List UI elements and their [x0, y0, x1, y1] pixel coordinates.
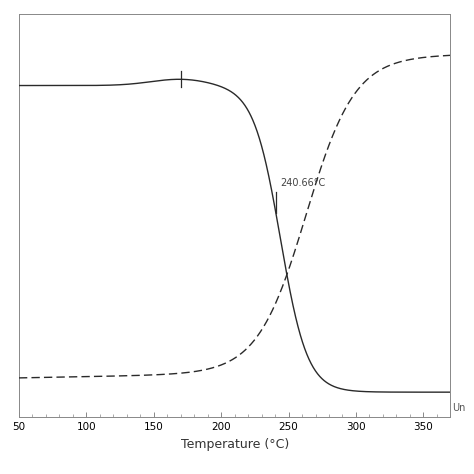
Text: 240.66°C: 240.66°C: [280, 178, 325, 189]
X-axis label: Temperature (°C): Temperature (°C): [181, 438, 289, 450]
Text: Un: Un: [453, 403, 466, 413]
